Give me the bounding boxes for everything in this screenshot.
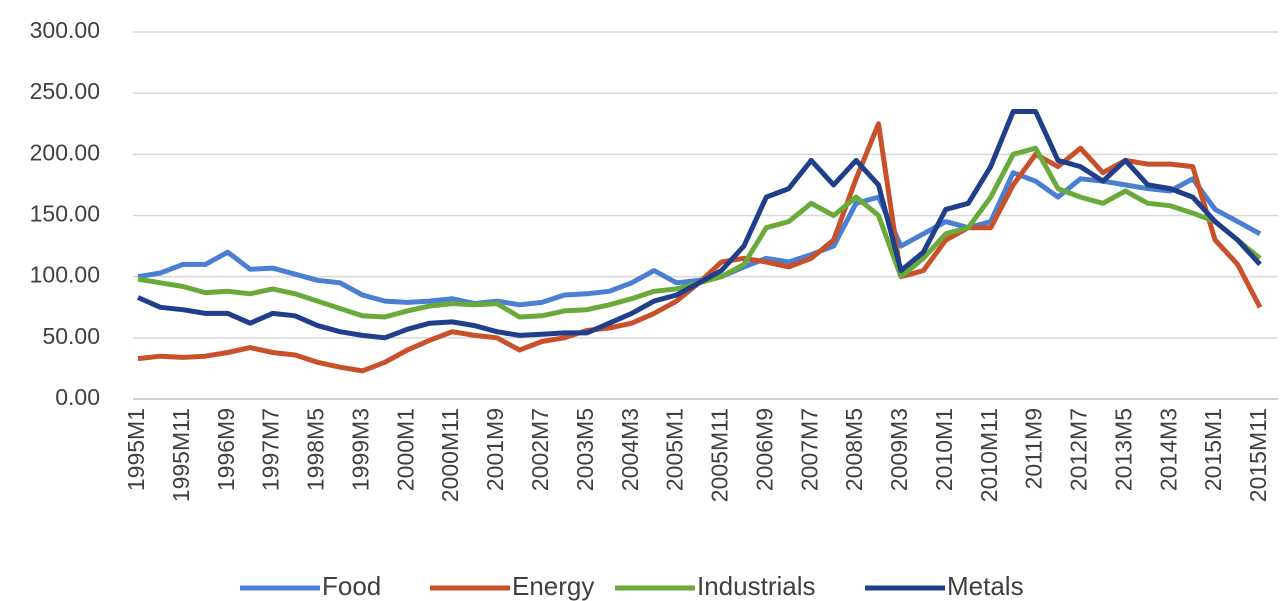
x-tick-label: 2004M3: [617, 408, 643, 491]
x-tick-label: 2003M5: [572, 408, 598, 491]
legend-label: Metals: [947, 571, 1024, 601]
y-tick-label: 200.00: [30, 139, 100, 165]
x-tick-label: 2012M7: [1066, 408, 1092, 491]
y-tick-label: 150.00: [30, 201, 100, 227]
y-tick-label: 50.00: [42, 323, 100, 349]
line-series: [136, 109, 1262, 341]
x-tick-label: 2005M11: [707, 408, 733, 502]
legend-label: Industrials: [697, 571, 816, 601]
x-tick-label: 2006M9: [751, 408, 777, 491]
x-tick-label: 2001M9: [482, 408, 508, 491]
x-tick-label: 1997M7: [258, 408, 284, 491]
x-tick-label: 2010M1: [931, 408, 957, 491]
y-tick-label: 300.00: [30, 17, 100, 43]
x-tick-label: 2015M11: [1245, 408, 1271, 502]
x-tick-label: 2007M7: [796, 408, 822, 491]
x-tick-label: 1995M1: [123, 408, 149, 491]
y-tick-label: 250.00: [30, 78, 100, 104]
x-tick-label: 1998M5: [303, 408, 329, 491]
x-tick-label: 1995M11: [168, 408, 194, 502]
x-tick-label: 2010M11: [976, 408, 1002, 502]
legend-label: Food: [322, 571, 381, 601]
x-tick-label: 1999M3: [347, 408, 373, 491]
legend-label: Energy: [512, 571, 594, 601]
x-tick-label: 2009M3: [886, 408, 912, 491]
x-tick-label: 2008M5: [841, 408, 867, 491]
x-tick-label: 1996M9: [213, 408, 239, 491]
y-tick-label: 100.00: [30, 262, 100, 288]
x-tick-label: 2011M9: [1021, 408, 1047, 489]
x-tick-label: 2000M11: [437, 408, 463, 502]
x-tick-label: 2005M1: [662, 408, 688, 491]
line-series: [137, 121, 1263, 374]
x-tick-label: 2014M3: [1155, 408, 1181, 491]
x-tick-label: 2013M5: [1110, 408, 1136, 491]
x-tick-label: 2000M1: [392, 408, 418, 491]
x-tick-label: 2002M7: [527, 408, 553, 491]
y-tick-label: 0.00: [55, 384, 100, 410]
x-tick-label: 2015M1: [1200, 408, 1226, 491]
